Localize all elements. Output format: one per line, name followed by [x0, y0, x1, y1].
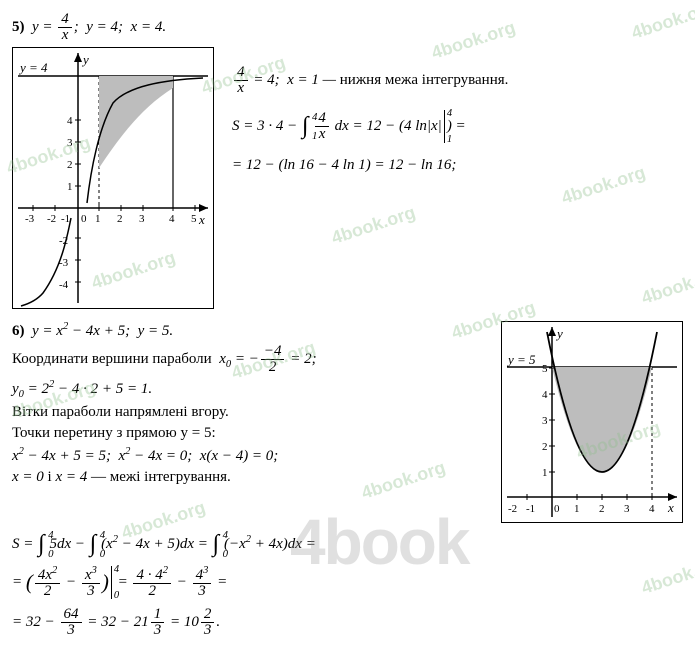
svg-text:-1: -1	[61, 213, 70, 225]
svg-text:y: y	[81, 52, 89, 67]
svg-text:3: 3	[67, 137, 73, 149]
svg-text:4: 4	[169, 213, 175, 225]
svg-text:-2: -2	[59, 235, 68, 247]
p5-number: 5)	[12, 19, 25, 35]
p6-graph: y x y = 5 -2 -1 0 1 2 3 4 1 2 3 4 5	[501, 321, 683, 523]
svg-text:4: 4	[67, 115, 73, 127]
p6-S-line1: S = ∫04 5dx − ∫04 (x2 − 4x + 5)dx = ∫04 …	[12, 531, 683, 558]
svg-text:-3: -3	[25, 213, 35, 225]
p6-vertex-x: Координати вершини параболи x0 = −−42 = …	[12, 344, 491, 375]
svg-text:3: 3	[542, 415, 548, 427]
svg-text:2: 2	[67, 159, 73, 171]
p6-graph-svg: y x y = 5 -2 -1 0 1 2 3 4 1 2 3 4 5	[502, 322, 682, 522]
svg-text:2: 2	[599, 503, 605, 515]
svg-text:1: 1	[95, 213, 101, 225]
p6-S-line2: = (4x22 − x33)40 = 4 · 422 − 433 =	[12, 566, 683, 599]
svg-text:-2: -2	[47, 213, 56, 225]
p6-intersect-label: Точки перетину з прямою y = 5:	[12, 425, 491, 442]
problem5-header: 5) y = 4x; y = 4; x = 4.	[12, 12, 683, 43]
p5-graph-svg: y x y = 4 -3 -2 -1 0 1 2 3 4 5 1 2 3 4 -2 -3 -4	[13, 48, 213, 308]
svg-text:0: 0	[81, 213, 87, 225]
svg-text:-1: -1	[526, 503, 535, 515]
svg-text:x: x	[198, 212, 205, 227]
p5-S-eq2: = 12 − (ln 16 − 4 ln 1) = 12 − ln 16;	[232, 157, 683, 174]
p5-block: y x y = 4 -3 -2 -1 0 1 2 3 4 5 1 2 3 4 -2 -3 -4 4…	[12, 47, 683, 309]
svg-text:4: 4	[649, 503, 655, 515]
svg-text:1: 1	[574, 503, 580, 515]
p5-graph: y x y = 4 -3 -2 -1 0 1 2 3 4 5 1 2 3 4 -2 -3 -4	[12, 47, 214, 309]
p5-S-eq1: S = 3 · 4 − ∫14 4x dx = 12 − (4 ln|x|41)…	[232, 110, 683, 143]
svg-text:4: 4	[542, 389, 548, 401]
svg-text:3: 3	[139, 213, 145, 225]
svg-text:y = 4: y = 4	[18, 60, 48, 75]
svg-text:-4: -4	[59, 279, 69, 291]
svg-text:-2: -2	[508, 503, 517, 515]
problem6-header: 6) y = x2 − 4x + 5; y = 5.	[12, 321, 491, 340]
intersect-label-text: Точки перетину з прямою y = 5:	[12, 425, 216, 441]
svg-text:-3: -3	[59, 257, 69, 269]
svg-text:5: 5	[542, 363, 548, 375]
p5-equations: 4x = 4; x = 1 — нижня межа інтегрування.…	[232, 47, 683, 178]
p6-branches: Вітки параболи напрямлені вгору.	[12, 404, 491, 421]
p6-text: 6) y = x2 − 4x + 5; y = 5. Координати ве…	[12, 321, 491, 490]
p6-intersect-eq: x2 − 4x + 5 = 5; x2 − 4x = 0; x(x − 4) =…	[12, 446, 491, 465]
svg-text:x: x	[667, 500, 674, 515]
svg-text:y = 5: y = 5	[506, 352, 536, 367]
p6-vertex-y: y0 = 22 − 4 · 2 + 5 = 1.	[12, 379, 491, 400]
p6-functions: y = x2 − 4x + 5; y = 5.	[28, 323, 173, 339]
svg-text:1: 1	[67, 181, 73, 193]
svg-text:3: 3	[624, 503, 630, 515]
p6-limits: x = 0 і x = 4 — межі інтегрування.	[12, 469, 491, 486]
p6-number: 6)	[12, 323, 25, 339]
svg-text:0: 0	[554, 503, 560, 515]
svg-text:y: y	[555, 326, 563, 341]
svg-text:2: 2	[117, 213, 123, 225]
svg-text:5: 5	[191, 213, 197, 225]
p6-block: 6) y = x2 − 4x + 5; y = 5. Координати ве…	[12, 321, 683, 523]
p5-lowerlimit: 4x = 4; x = 1 — нижня межа інтегрування.	[232, 65, 683, 96]
svg-text:1: 1	[542, 467, 548, 479]
vertex-label: Координати вершини параболи	[12, 351, 212, 367]
p6-S-line3: = 32 − 643 = 32 − 2113 = 1023.	[12, 607, 683, 638]
p5-functions: y = 4x; y = 4; x = 4.	[28, 19, 166, 35]
svg-text:2: 2	[542, 441, 548, 453]
